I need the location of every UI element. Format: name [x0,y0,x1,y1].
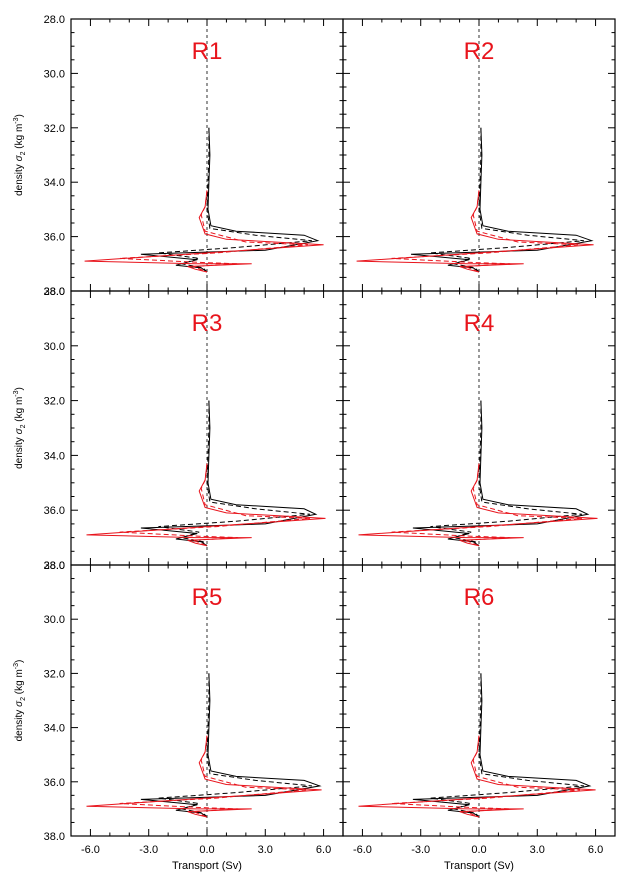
y-axis-label: density σ2 (kg m-3) [13,660,27,742]
y-axis-label-part: (kg m [14,669,25,697]
y-axis-label-part: σ [14,427,25,434]
panel-r1: 28.0 30.0 32.0 34.0 36.0 38.0 density σ2 (kg m… [13,14,344,298]
y-tick-label: 38.0 [44,831,65,843]
x-tick-label: 3.0 [258,844,273,856]
x-tick-label: 6.0 [316,844,331,856]
series-line-red-solid [356,190,594,273]
y-tick-label: 32.0 [44,396,65,408]
panel-label: R6 [464,584,495,611]
series-line-red-solid [358,463,598,547]
y-axis-label-part: 2 [20,697,27,701]
y-axis-label-part: σ [14,700,25,707]
x-tick-label: -3.0 [411,844,430,856]
series-line-black-solid [140,673,322,818]
series-line-black-solid [410,127,594,273]
y-axis-label-part: (kg m [14,397,25,425]
y-tick-label: 36.0 [44,505,65,517]
y-tick-label: 30.0 [44,68,65,80]
y-tick-label: 28.0 [44,14,65,26]
series-line-red-dashed [391,463,583,547]
panel-label: R1 [192,38,223,65]
series-line-red-dashed [391,735,581,818]
y-axis-label-part: σ [14,154,25,161]
y-axis-label-part: (kg m [14,124,25,152]
y-axis-label-part: density [14,707,25,741]
x-axis-label: Transport (Sv) [172,860,242,872]
series-line-black-dashed [430,400,583,547]
y-tick-label: 32.0 [44,123,65,135]
panel-label: R5 [192,584,223,611]
panel-label: R3 [192,310,223,337]
y-tick-label: 30.0 [44,341,65,353]
panel-r2: R2 [342,18,616,292]
y-axis-label-part: ) [14,660,25,663]
x-tick-label: -6.0 [81,844,100,856]
y-tick-label: 36.0 [44,777,65,789]
series-line-black-dashed [430,127,584,273]
y-tick-label: 38.0 [44,560,65,572]
series-line-black-dashed [158,673,312,818]
series-line-red-dashed [119,735,307,818]
y-tick-label: 30.0 [44,614,65,626]
x-tick-label: 0.0 [199,844,214,856]
y-axis-label-part: 2 [20,424,27,428]
y-axis-label-part: density [14,161,25,195]
series-line-red-solid [84,190,324,273]
y-axis-label-part: density [14,434,25,468]
series-line-black-solid [140,127,320,273]
y-tick-label: 38.0 [44,286,65,298]
y-axis-label: density σ2 (kg m-3) [13,387,27,469]
series-line-black-solid [412,400,590,547]
x-tick-label: 6.0 [588,844,603,856]
panel-r3: 28.0 30.0 32.0 34.0 36.0 38.0 density σ2 (kg m… [13,286,344,572]
y-tick-label: 32.0 [44,668,65,680]
x-tick-label: -6.0 [353,844,372,856]
x-tick-label: 3.0 [530,844,545,856]
series-line-red-dashed [119,463,311,547]
y-tick-label: 34.0 [44,450,65,462]
y-tick-label: 34.0 [44,723,65,735]
y-axis-label-part: -3 [13,663,20,669]
panel-r4: R4 [342,290,616,566]
y-axis-label-part: -3 [13,390,20,396]
y-tick-label: 36.0 [44,232,65,244]
series-line-black-solid [412,673,592,818]
panel-r5: 28.0 30.0 32.0 34.0 36.0 38.0 density σ2 (kg m… [13,560,344,872]
y-axis-label-part: ) [14,387,25,390]
y-axis-label-part: -3 [13,117,20,123]
y-tick-label: 34.0 [44,177,65,189]
panel-label: R2 [464,38,495,65]
y-tick-label: 28.0 [44,286,65,298]
series-line-red-dashed [391,190,579,273]
series-line-red-solid [86,735,322,818]
series-line-black-dashed [430,673,584,818]
x-tick-label: -3.0 [139,844,158,856]
series-line-black-dashed [158,127,312,273]
x-tick-label: 0.0 [471,844,486,856]
y-axis-label-part: 2 [20,151,27,155]
x-axis-label: Transport (Sv) [444,860,514,872]
y-tick-label: 28.0 [44,560,65,572]
series-line-black-solid [140,400,318,547]
series-line-red-solid [86,463,326,547]
y-axis-label-part: ) [14,114,25,117]
series-line-red-dashed [119,190,309,273]
panel-r6: -6.0 -3.0 0.0 3.0 6.0 Transport (Sv) R6 [342,564,616,872]
series-line-black-dashed [158,400,311,547]
y-axis-label: density σ2 (kg m-3) [13,114,27,196]
panel-label: R4 [464,310,495,337]
